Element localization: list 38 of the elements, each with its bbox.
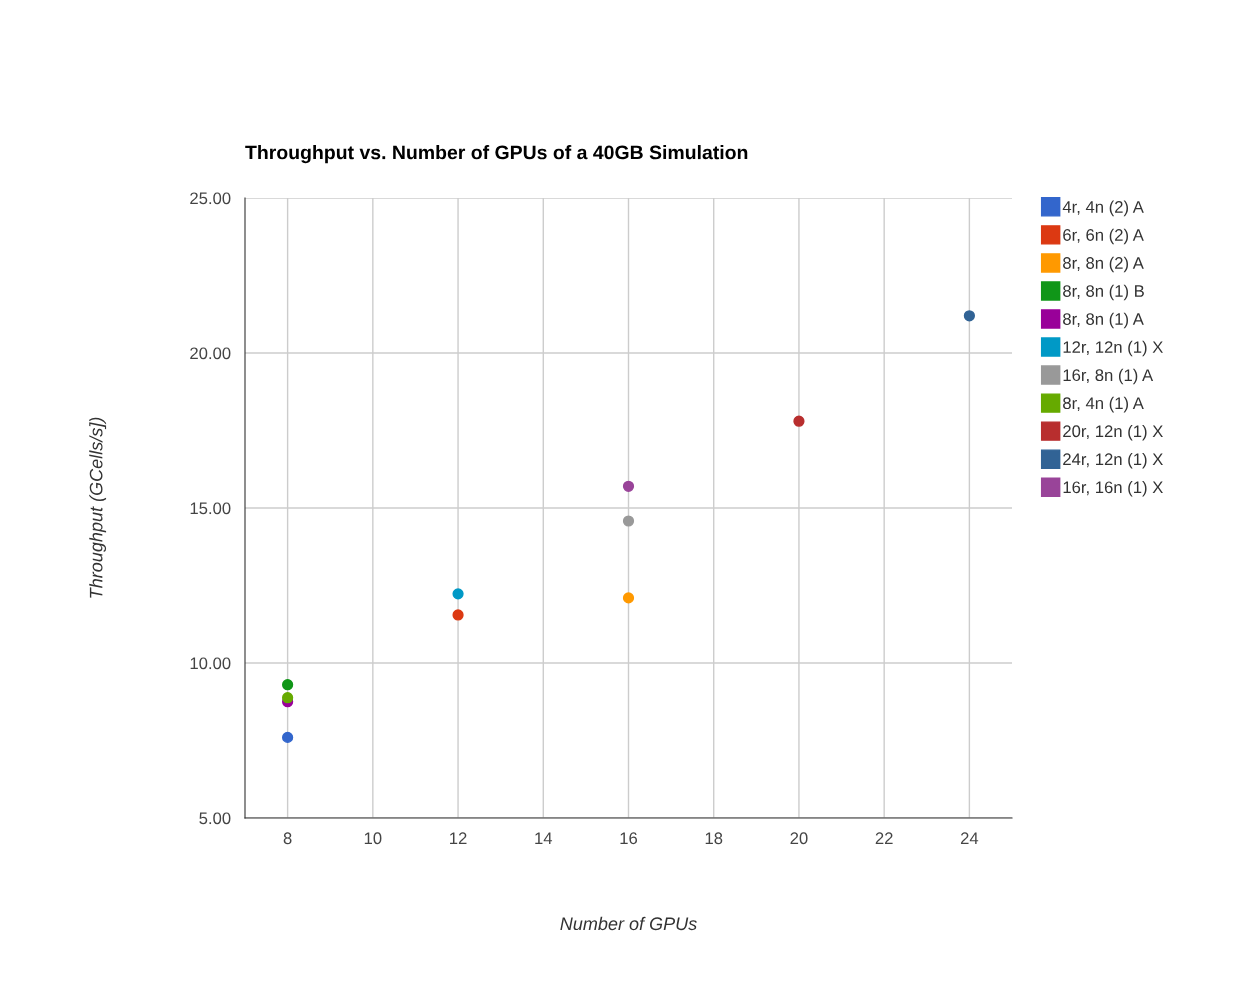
legend-label: 24r, 12n (1) X bbox=[1063, 452, 1163, 469]
point bbox=[793, 415, 805, 427]
y-tick-label: 20.00 bbox=[190, 347, 231, 360]
point bbox=[963, 310, 975, 322]
y-tick-label: 15.00 bbox=[190, 502, 231, 515]
legend-label: 4r, 4n (2) A bbox=[1062, 200, 1144, 217]
y-tick-label: 5.00 bbox=[199, 812, 231, 825]
x-tick-label: 16 bbox=[620, 832, 638, 845]
chart-title: Throughput vs. Number of GPUs of a 40GB Simulation bbox=[245, 145, 748, 164]
x-tick-label: 12 bbox=[450, 832, 467, 844]
point bbox=[622, 515, 635, 527]
legend-label: 8r, 4n (1) A bbox=[1063, 396, 1144, 413]
point bbox=[282, 731, 294, 744]
x-tick-label: 22 bbox=[875, 832, 893, 844]
y-axis-title: Throughput (GCells/s]) bbox=[89, 417, 107, 598]
point bbox=[622, 592, 635, 604]
point bbox=[622, 480, 635, 492]
point bbox=[452, 588, 464, 600]
legend-label: 20r, 12n (1) X bbox=[1063, 424, 1163, 441]
point bbox=[282, 692, 294, 704]
legend-label: 8r, 8n (2) A bbox=[1063, 256, 1144, 273]
y-tick-label: 25.00 bbox=[190, 192, 231, 205]
x-tick-label: 18 bbox=[705, 832, 723, 845]
x-tick-label: 8 bbox=[283, 832, 292, 845]
legend-label: 12r, 12n (1) X bbox=[1063, 340, 1163, 357]
legend-label: 16r, 16n (1) X bbox=[1063, 480, 1163, 497]
x-tick-label: 10 bbox=[364, 832, 382, 845]
x-tick-label: 14 bbox=[535, 832, 553, 844]
legend-label: 6r, 6n (2) A bbox=[1063, 228, 1144, 245]
legend-label: 8r, 8n (1) B bbox=[1063, 284, 1144, 301]
x-tick-label: 20 bbox=[790, 832, 808, 845]
y-tick-label: 10.00 bbox=[190, 657, 231, 670]
x-tick-label: 24 bbox=[960, 832, 979, 844]
point bbox=[452, 609, 464, 621]
x-axis-title: Number of GPUs bbox=[560, 916, 697, 931]
point bbox=[282, 679, 294, 691]
legend-label: 8r, 8n (1) A bbox=[1063, 312, 1144, 329]
legend-label: 16r, 8n (1) A bbox=[1063, 368, 1154, 385]
